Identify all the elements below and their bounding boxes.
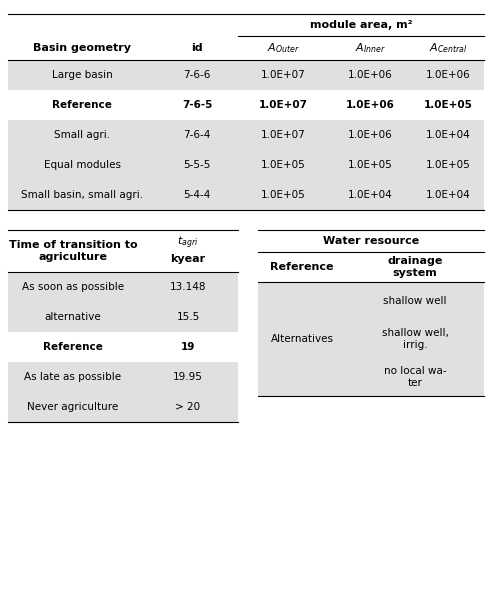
Text: 1.0E+05: 1.0E+05 (424, 100, 473, 110)
Bar (258, 282, 484, 396)
Text: 1.0E+05: 1.0E+05 (261, 190, 306, 200)
Text: 19: 19 (181, 342, 195, 352)
Text: As late as possible: As late as possible (25, 372, 122, 382)
Bar (8, 90, 484, 120)
Text: 1.0E+04: 1.0E+04 (348, 190, 393, 200)
Text: > 20: > 20 (176, 402, 201, 412)
Text: $\mathit{A}_{\mathit{Inner}}$: $\mathit{A}_{\mathit{Inner}}$ (355, 41, 386, 55)
Text: 1.0E+05: 1.0E+05 (348, 160, 393, 170)
Text: 1.0E+07: 1.0E+07 (261, 70, 306, 80)
Text: module area, m²: module area, m² (310, 20, 412, 30)
Text: 7-6-6: 7-6-6 (184, 70, 211, 80)
Text: shallow well,
irrig.: shallow well, irrig. (382, 328, 448, 350)
Text: drainage
system: drainage system (387, 256, 443, 278)
Bar (8, 150, 484, 180)
Text: 7-6-4: 7-6-4 (184, 130, 211, 140)
Text: $\mathit{A}_{\mathit{Outer}}$: $\mathit{A}_{\mathit{Outer}}$ (267, 41, 299, 55)
Text: Water resource: Water resource (323, 236, 419, 246)
Text: 1.0E+05: 1.0E+05 (261, 160, 306, 170)
Bar (8, 272, 238, 302)
Text: Reference: Reference (43, 342, 103, 352)
Text: Time of transition to
agriculture: Time of transition to agriculture (9, 240, 137, 262)
Text: 5-5-5: 5-5-5 (184, 160, 211, 170)
Text: As soon as possible: As soon as possible (22, 282, 124, 292)
Text: alternative: alternative (45, 312, 101, 322)
Text: 1.0E+04: 1.0E+04 (426, 190, 471, 200)
Text: 1.0E+07: 1.0E+07 (261, 130, 306, 140)
Text: Reference: Reference (270, 262, 334, 272)
Bar (8, 180, 484, 210)
Text: shallow well: shallow well (383, 296, 447, 306)
Text: 1.0E+07: 1.0E+07 (258, 100, 308, 110)
Bar (8, 392, 238, 422)
Text: 7-6-5: 7-6-5 (182, 100, 212, 110)
Text: 13.148: 13.148 (170, 282, 206, 292)
Text: Small agri.: Small agri. (54, 130, 110, 140)
Text: 1.0E+04: 1.0E+04 (426, 130, 471, 140)
Text: Equal modules: Equal modules (43, 160, 121, 170)
Text: Reference: Reference (52, 100, 112, 110)
Bar (8, 362, 238, 392)
Text: kyear: kyear (170, 254, 206, 264)
Text: Alternatives: Alternatives (271, 334, 334, 344)
Text: $\mathit{t}_{\mathit{agri}}$: $\mathit{t}_{\mathit{agri}}$ (177, 235, 199, 251)
Text: $\mathit{A}_{\mathit{Central}}$: $\mathit{A}_{\mathit{Central}}$ (429, 41, 468, 55)
Text: id: id (191, 43, 203, 53)
Bar (8, 332, 238, 362)
Text: 19.95: 19.95 (173, 372, 203, 382)
Text: 1.0E+06: 1.0E+06 (426, 70, 471, 80)
Text: 1.0E+06: 1.0E+06 (346, 100, 395, 110)
Text: Never agriculture: Never agriculture (28, 402, 119, 412)
Text: Small basin, small agri.: Small basin, small agri. (21, 190, 143, 200)
Bar (8, 60, 484, 90)
Text: 1.0E+06: 1.0E+06 (348, 70, 393, 80)
Text: no local wa-
ter: no local wa- ter (384, 366, 446, 388)
Text: 15.5: 15.5 (176, 312, 200, 322)
Text: Basin geometry: Basin geometry (33, 43, 131, 53)
Text: 1.0E+05: 1.0E+05 (426, 160, 471, 170)
Bar (8, 120, 484, 150)
Text: Large basin: Large basin (52, 70, 112, 80)
Text: 5-4-4: 5-4-4 (184, 190, 211, 200)
Text: 1.0E+06: 1.0E+06 (348, 130, 393, 140)
Bar (8, 302, 238, 332)
